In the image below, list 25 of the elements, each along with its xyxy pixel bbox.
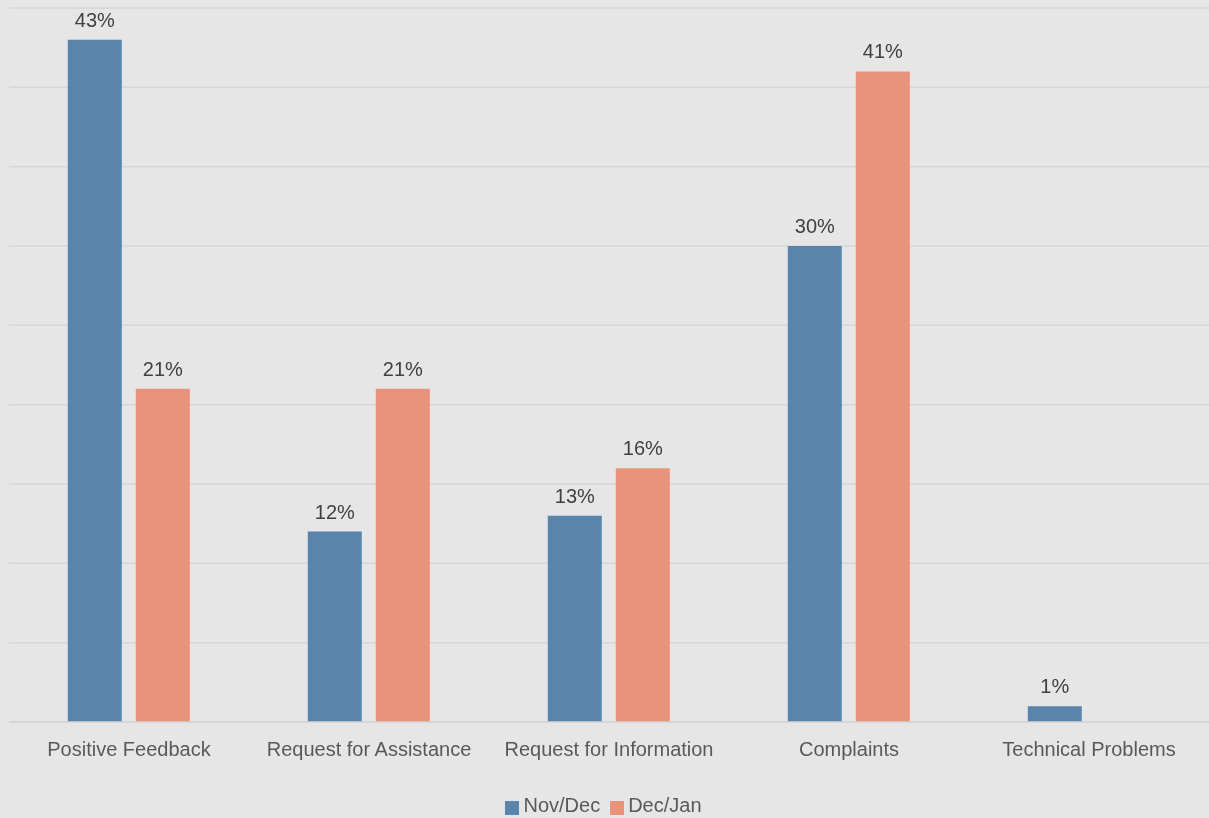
data-label: 12% bbox=[314, 500, 356, 523]
x-tick-label: Positive Feedback bbox=[47, 738, 212, 761]
bar bbox=[855, 71, 910, 722]
bar bbox=[307, 531, 362, 722]
bar bbox=[615, 468, 670, 722]
legend-label: Nov/Dec bbox=[523, 794, 601, 816]
data-label: 41% bbox=[862, 40, 904, 63]
legend-label: Dec/Jan bbox=[628, 794, 702, 816]
data-label: 30% bbox=[794, 215, 836, 237]
x-tick-label: Complaints bbox=[798, 738, 900, 761]
bar bbox=[787, 246, 842, 722]
bar bbox=[67, 39, 122, 722]
bar bbox=[135, 388, 190, 722]
data-label: 1% bbox=[1040, 675, 1070, 698]
bar bbox=[547, 515, 602, 722]
data-label: 21% bbox=[382, 357, 424, 380]
data-label: 43% bbox=[74, 8, 116, 31]
bar bbox=[375, 388, 430, 722]
bar bbox=[1027, 706, 1082, 722]
data-label: 16% bbox=[622, 437, 664, 460]
x-tick-label: Request for Assistance bbox=[266, 738, 472, 761]
x-tick-label: Technical Problems bbox=[1002, 738, 1176, 761]
data-label: 21% bbox=[142, 357, 184, 380]
data-label: 13% bbox=[554, 484, 596, 507]
x-tick-label: Request for Information bbox=[504, 738, 714, 761]
